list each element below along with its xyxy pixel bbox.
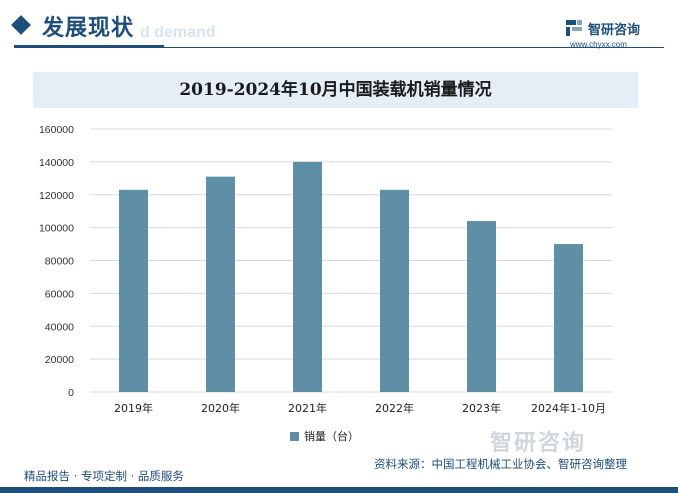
header-watermark: d demand <box>140 24 216 41</box>
y-tick-label: 100000 <box>39 223 74 235</box>
brand-watermark: 智研咨询 <box>490 431 587 456</box>
bar <box>380 189 409 392</box>
y-tick-label: 160000 <box>39 124 74 136</box>
y-tick-label: 80000 <box>45 256 74 268</box>
y-tick-label: 60000 <box>45 288 74 300</box>
section-title: 发展现状 <box>42 16 135 41</box>
logo-icon <box>566 20 582 36</box>
logo-url: www.chyxx.com <box>570 40 627 49</box>
logo-text: 智研咨询 <box>588 23 641 38</box>
bar-chart: 0 20000 40000 60000 80000 100000 120000 140000 1… <box>39 124 612 415</box>
x-tick-label: 2022年 <box>375 401 414 415</box>
header-divider-accent <box>14 45 164 48</box>
bar <box>206 176 235 392</box>
y-tick-label: 20000 <box>45 354 74 366</box>
diamond-icon <box>11 15 31 35</box>
chart-title-box: 2019-2024年10月中国装载机销量情况 <box>33 72 638 108</box>
header-divider <box>14 47 664 48</box>
legend-label: 销量（台） <box>304 430 359 443</box>
legend: 销量（台） <box>290 429 359 443</box>
x-tick-label: 2020年 <box>201 401 240 415</box>
bar <box>467 221 496 392</box>
x-tick-label: 2021年 <box>288 401 327 415</box>
footer-slogan: 精品报告 · 专项定制 · 品质服务 <box>24 469 184 483</box>
chart-title: 2019-2024年10月中国装载机销量情况 <box>179 80 492 100</box>
bar <box>554 244 583 392</box>
x-tick-label: 2024年1-10月 <box>531 401 606 415</box>
footer-source: 资料来源：中国工程机械工业协会、智研咨询整理 <box>374 457 627 471</box>
footer-bar <box>0 487 678 493</box>
bar <box>293 161 322 392</box>
bar <box>119 189 148 392</box>
x-tick-label: 2023年 <box>462 401 501 415</box>
y-tick-label: 120000 <box>39 190 74 202</box>
legend-swatch <box>290 431 299 441</box>
y-tick-label: 140000 <box>39 157 74 169</box>
y-tick-label: 40000 <box>45 321 74 333</box>
y-tick-label: 0 <box>68 387 74 399</box>
header: 发展现状 d demand 智研咨询 www.chyxx.com <box>0 0 678 62</box>
x-tick-label: 2019年 <box>114 401 153 415</box>
